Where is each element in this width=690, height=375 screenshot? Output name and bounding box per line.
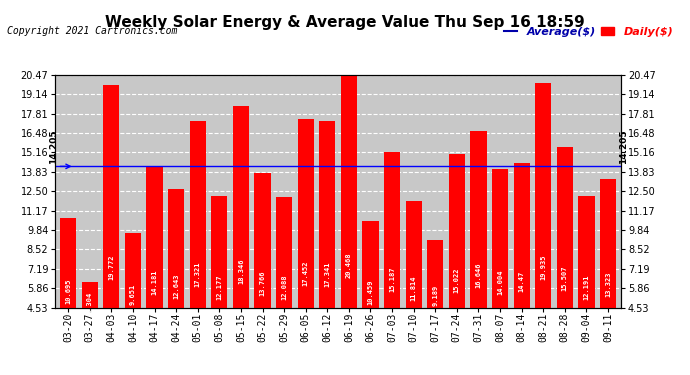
Text: 11.814: 11.814: [411, 276, 417, 301]
Text: 10.695: 10.695: [65, 279, 71, 304]
Bar: [341, 75, 357, 307]
Text: 17.452: 17.452: [303, 261, 308, 286]
Text: 6.304: 6.304: [87, 292, 92, 314]
Text: Weekly Solar Energy & Average Value Thu Sep 16 18:59: Weekly Solar Energy & Average Value Thu …: [105, 15, 585, 30]
Text: 15.022: 15.022: [454, 267, 460, 293]
Bar: [255, 173, 270, 308]
Bar: [276, 197, 292, 308]
Bar: [492, 170, 508, 308]
Bar: [513, 162, 530, 308]
Bar: [319, 121, 335, 308]
Text: 18.346: 18.346: [238, 258, 244, 284]
Text: 15.507: 15.507: [562, 266, 568, 291]
Text: 14.181: 14.181: [152, 269, 157, 295]
Bar: [60, 217, 77, 308]
Text: 15.187: 15.187: [389, 267, 395, 292]
Bar: [448, 154, 465, 308]
Text: 14.205: 14.205: [48, 130, 57, 164]
Text: 17.341: 17.341: [324, 261, 331, 286]
Bar: [600, 179, 616, 308]
Bar: [362, 221, 379, 308]
Text: 12.177: 12.177: [217, 274, 222, 300]
Bar: [297, 119, 314, 308]
Bar: [211, 196, 228, 308]
Bar: [406, 201, 422, 308]
Bar: [104, 85, 119, 308]
Text: 17.321: 17.321: [195, 261, 201, 286]
Bar: [190, 121, 206, 308]
Bar: [146, 167, 163, 308]
Bar: [125, 233, 141, 308]
Bar: [471, 131, 486, 308]
Legend: Average($), Daily($): Average($), Daily($): [500, 22, 678, 41]
Text: 9.189: 9.189: [432, 285, 438, 306]
Text: 13.323: 13.323: [605, 272, 611, 297]
Text: 16.646: 16.646: [475, 263, 482, 288]
Text: 12.643: 12.643: [173, 273, 179, 299]
Bar: [81, 282, 98, 308]
Bar: [578, 196, 595, 308]
Text: 14.004: 14.004: [497, 270, 503, 296]
Text: 20.468: 20.468: [346, 253, 352, 278]
Bar: [427, 240, 444, 308]
Bar: [557, 147, 573, 308]
Text: 9.651: 9.651: [130, 284, 136, 304]
Text: 10.459: 10.459: [368, 279, 373, 304]
Bar: [168, 189, 184, 308]
Text: 12.088: 12.088: [281, 275, 287, 300]
Text: Copyright 2021 Cartronics.com: Copyright 2021 Cartronics.com: [7, 26, 177, 36]
Bar: [384, 152, 400, 308]
Text: 12.191: 12.191: [584, 274, 589, 300]
Text: 13.766: 13.766: [259, 270, 266, 296]
Bar: [233, 106, 249, 307]
Text: 19.772: 19.772: [108, 255, 115, 280]
Text: 14.205: 14.205: [619, 130, 628, 164]
Text: 14.47: 14.47: [519, 271, 524, 292]
Text: 19.935: 19.935: [540, 254, 546, 280]
Bar: [535, 83, 551, 308]
